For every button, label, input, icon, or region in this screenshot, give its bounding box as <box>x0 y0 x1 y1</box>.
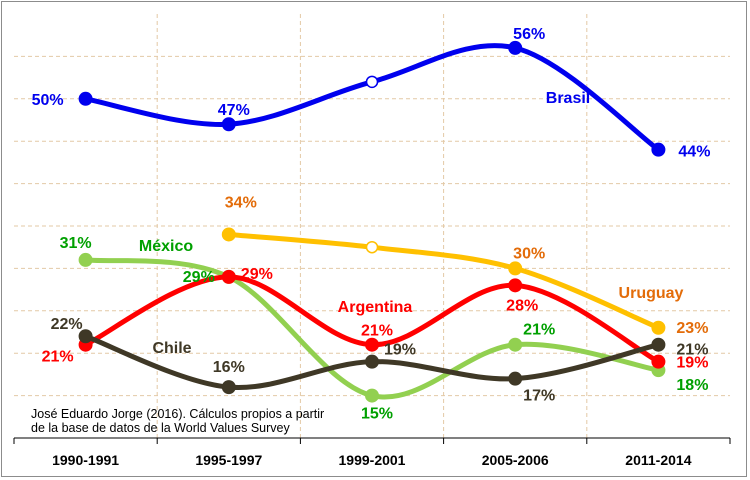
data-point-chile <box>365 354 379 369</box>
x-tick-label: 1999-2001 <box>339 452 406 468</box>
data-label-mexico: 21% <box>523 322 555 339</box>
data-point-brasil <box>221 117 236 132</box>
x-tick-label: 2005-2006 <box>482 452 549 468</box>
data-point-uruguay <box>365 240 379 254</box>
data-label-mexico: 15% <box>361 406 393 423</box>
data-label-argentina: 28% <box>506 297 538 314</box>
data-point-mexico <box>508 337 523 352</box>
data-label-chile: 17% <box>523 388 555 405</box>
data-label-argentina: 21% <box>42 349 74 366</box>
data-point-argentina <box>365 337 379 352</box>
data-label-brasil: 47% <box>218 102 250 119</box>
data-point-mexico <box>78 252 93 267</box>
data-point-chile <box>221 380 236 395</box>
series-lines <box>78 40 666 403</box>
data-label-chile: 16% <box>213 359 245 376</box>
data-label-mexico: 29% <box>183 269 215 286</box>
data-label-brasil: 56% <box>513 26 545 43</box>
x-axis: 1990-1991 1995-1997 1999-2001 2005-2006 2011… <box>13 437 731 468</box>
data-point-mexico <box>365 388 379 403</box>
data-point-uruguay <box>221 227 236 242</box>
data-point-uruguay <box>508 261 523 276</box>
data-label-uruguay: 30% <box>513 245 545 262</box>
data-label-chile: 19% <box>384 342 416 359</box>
data-point-argentina <box>221 269 236 284</box>
data-label-brasil: 50% <box>32 92 64 109</box>
data-label-chile: 22% <box>51 316 83 333</box>
data-label-argentina: 19% <box>676 355 708 372</box>
data-point-argentina <box>508 278 523 293</box>
series-line-uruguay <box>226 231 661 331</box>
data-labels: 50% 47% 56% 44% Brasil 34% 30% 23% Uruguay 31% 29%… <box>32 26 711 423</box>
series-name-brasil: Brasil <box>546 90 590 107</box>
data-label-uruguay: 23% <box>676 320 708 337</box>
data-label-uruguay: 34% <box>225 194 257 211</box>
series-name-uruguay: Uruguay <box>619 285 684 302</box>
data-point-brasil <box>651 142 666 157</box>
data-point-uruguay <box>651 320 666 335</box>
x-tick-label: 2011-2014 <box>625 452 691 468</box>
data-point-argentina <box>651 354 666 369</box>
source-note-line-1: José Eduardo Jorge (2016). Cálculos prop… <box>31 407 324 421</box>
x-tick-label: 1995-1997 <box>195 452 262 468</box>
data-label-argentina: 21% <box>361 323 393 340</box>
data-point-brasil <box>508 40 523 55</box>
data-label-mexico: 18% <box>676 377 708 394</box>
data-label-argentina: 29% <box>241 266 273 283</box>
data-point-chile <box>651 337 666 352</box>
data-label-brasil: 44% <box>678 144 710 161</box>
x-tick-label: 1990-1991 <box>52 452 119 468</box>
series-name-argentina: Argentina <box>338 299 413 316</box>
data-point-brasil <box>365 75 379 89</box>
data-point-chile <box>78 329 93 344</box>
data-label-chile: 21% <box>676 342 708 359</box>
data-point-brasil <box>78 91 93 106</box>
series-name-mexico: México <box>139 238 193 255</box>
source-note-line-2: de la base de datos de la World Values S… <box>31 421 290 435</box>
data-label-mexico: 31% <box>60 235 92 252</box>
series-name-chile: Chile <box>152 340 191 357</box>
data-point-chile <box>508 371 523 386</box>
